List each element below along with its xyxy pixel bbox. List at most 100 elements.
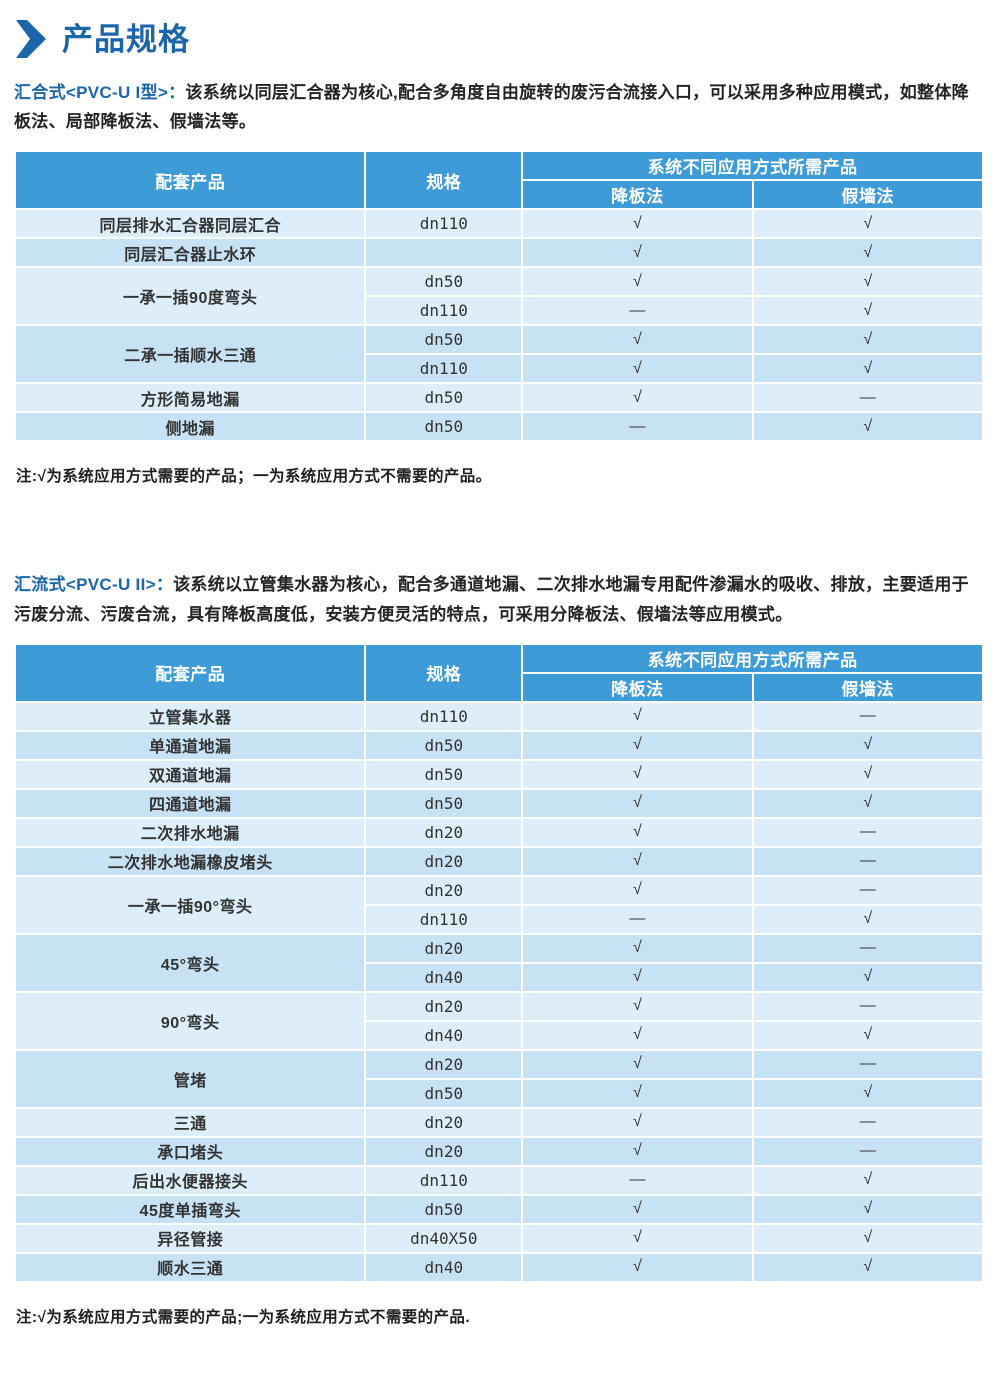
table-row: 45°弯头 dn20 √ — — [13, 932, 985, 993]
table-row: 二承一插顺水三通 dn50 √ √ — [13, 324, 985, 385]
column-header-group: 系统不同应用方式所需产品 — [521, 642, 984, 674]
method1-cell: √ — [521, 1019, 754, 1051]
table-row: 90°弯头 dn20 √ — — [13, 990, 985, 1051]
spec-cell: dn50 — [364, 266, 524, 298]
method2-cell: — — [751, 932, 985, 964]
spec-cell: dn20 — [364, 1135, 524, 1167]
table-row: 二次排水地漏橡皮堵头 dn20 √ — — [13, 845, 985, 877]
spec-cell: dn110 — [364, 903, 524, 935]
table-row: 同层排水汇合器同层汇合 dn110 √ √ — [13, 208, 985, 240]
method2-cell: √ — [751, 208, 985, 240]
method2-cell: — — [751, 990, 985, 1022]
spec-cell: dn20 — [364, 932, 524, 964]
table-row: dn40 √ √ — [15, 1019, 985, 1051]
table-note: 注:√为系统应用方式需要的产品；一为系统应用方式不需要的产品。 — [16, 468, 492, 486]
section-intro: 汇合式<PVC-U I型>：该系统以同层汇合器为核心,配合多角度自由旋转的废污合… — [14, 78, 986, 136]
spec-cell: dn110 — [364, 700, 524, 732]
product-cell: 一承一插90°弯头 — [13, 874, 367, 935]
method1-cell: √ — [521, 816, 754, 848]
column-header-method2: 假墙法 — [751, 179, 985, 211]
table-head: 配套产品 规格 系统不同应用方式所需产品 降板法 假墙法 — [13, 150, 985, 211]
method1-cell: √ — [521, 729, 754, 761]
table-row: dn110 √ √ — [15, 353, 985, 385]
product-cell: 异径管接 — [13, 1222, 367, 1254]
column-header-spec: 规格 — [364, 150, 524, 211]
table-row: 顺水三通 dn40 √ √ — [13, 1251, 985, 1283]
table-body: 同层排水汇合器同层汇合 dn110 √ √ 同层汇合器止水环 √ √ 一承一插90度弯头 dn5… — [13, 208, 985, 443]
method2-cell: √ — [751, 1222, 985, 1254]
product-cell: 单通道地漏 — [13, 729, 367, 761]
product-cell: 90°弯头 — [13, 990, 367, 1051]
intro-lead: 汇合式<PVC-U I型>： — [14, 83, 186, 102]
table-row: 45度单插弯头 dn50 √ √ — [13, 1193, 985, 1225]
table-row: 立管集水器 dn110 √ — — [13, 700, 985, 732]
table-row: 四通道地漏 dn50 √ √ — [13, 787, 985, 819]
table-row: 管堵 dn20 √ — — [13, 1048, 985, 1109]
table-row: 同层汇合器止水环 √ √ — [13, 237, 985, 269]
method1-cell: √ — [521, 266, 754, 298]
table-row: 一承一插90度弯头 dn50 √ √ — [13, 266, 985, 327]
product-cell: 后出水便器接头 — [13, 1164, 367, 1196]
method1-cell: √ — [521, 1106, 754, 1138]
method2-cell: √ — [751, 266, 985, 298]
table-row: 异径管接 dn40X50 √ √ — [13, 1222, 985, 1254]
column-header-method1: 降板法 — [521, 179, 754, 211]
method1-cell: √ — [521, 932, 754, 964]
spec-cell: dn20 — [364, 990, 524, 1022]
method1-cell: √ — [521, 208, 754, 240]
spec-cell: dn50 — [364, 411, 524, 443]
spec-table-2: 配套产品 规格 系统不同应用方式所需产品 降板法 假墙法 立管集水器 dn110 √… — [13, 642, 985, 1283]
method2-cell: √ — [751, 411, 985, 443]
table-row: dn110— √ — [15, 295, 985, 327]
product-cell: 45°弯头 — [13, 932, 367, 993]
method1-cell: √ — [521, 1251, 754, 1283]
method1-cell: — — [521, 411, 754, 443]
method2-cell: √ — [751, 1019, 985, 1051]
method1-cell: √ — [521, 237, 754, 269]
method1-cell: √ — [521, 961, 754, 993]
spec-cell: dn20 — [364, 874, 524, 906]
spec-cell: dn20 — [364, 1048, 524, 1080]
method1-cell: √ — [521, 1077, 754, 1109]
table-note: 注:√为系统应用方式需要的产品;一为系统应用方式不需要的产品. — [16, 1308, 471, 1326]
spec-cell: dn20 — [364, 816, 524, 848]
method2-cell: √ — [751, 295, 985, 327]
spec-cell: dn50 — [364, 758, 524, 790]
product-cell: 双通道地漏 — [13, 758, 367, 790]
method1-cell: √ — [521, 1048, 754, 1080]
product-cell: 立管集水器 — [13, 700, 367, 732]
product-cell: 一承一插90度弯头 — [13, 266, 367, 327]
method1-cell: √ — [521, 324, 754, 356]
product-cell: 二次排水地漏 — [13, 816, 367, 848]
method1-cell: √ — [521, 845, 754, 877]
method1-cell: — — [521, 903, 754, 935]
column-header-group: 系统不同应用方式所需产品 — [521, 150, 984, 182]
method2-cell: √ — [751, 324, 985, 356]
method2-cell: √ — [751, 903, 985, 935]
spec-cell: dn50 — [364, 1193, 524, 1225]
method2-cell: √ — [751, 787, 985, 819]
table-row: 承口堵头 dn20 √ — — [13, 1135, 985, 1167]
column-header-product: 配套产品 — [13, 150, 367, 211]
table-head: 配套产品 规格 系统不同应用方式所需产品 降板法 假墙法 — [13, 642, 985, 703]
spec-cell: dn50 — [364, 324, 524, 356]
method2-cell: √ — [751, 353, 985, 385]
method2-cell: √ — [751, 758, 985, 790]
method1-cell: √ — [521, 758, 754, 790]
table-body: 立管集水器 dn110 √ — 单通道地漏 dn50 √ √ 双通道地漏 dn50 √ √ 四通道地漏 d… — [13, 700, 985, 1283]
method1-cell: √ — [521, 700, 754, 732]
spec-cell: dn50 — [364, 729, 524, 761]
table-row: 单通道地漏 dn50 √ √ — [13, 729, 985, 761]
spec-cell: dn40 — [364, 1251, 524, 1283]
product-cell: 顺水三通 — [13, 1251, 367, 1283]
product-cell: 承口堵头 — [13, 1135, 367, 1167]
table-row: 一承一插90°弯头 dn20 √ — — [13, 874, 985, 935]
method1-cell: — — [521, 295, 754, 327]
spec-cell: dn50 — [364, 787, 524, 819]
section-intro: 汇流式<PVC-U II>：该系统以立管集水器为核心，配合多通道地漏、二次排水地… — [14, 570, 986, 628]
method1-cell: √ — [521, 1193, 754, 1225]
product-cell: 三通 — [13, 1106, 367, 1138]
method2-cell: — — [751, 816, 985, 848]
chevron-right-icon — [16, 20, 46, 58]
